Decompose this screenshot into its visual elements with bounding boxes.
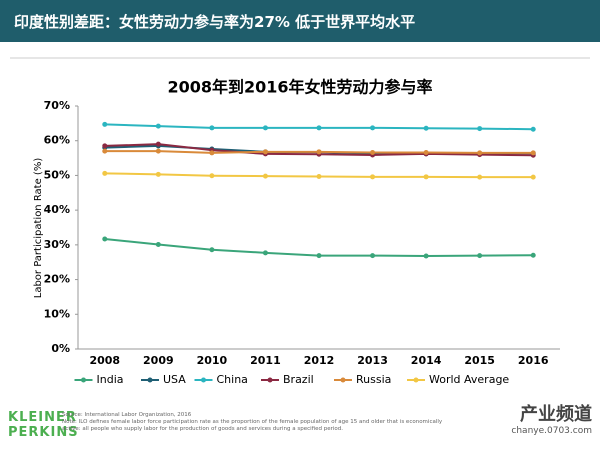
legend-dot <box>413 377 419 383</box>
point <box>370 174 376 180</box>
point <box>209 125 215 131</box>
note: Note: ILO defines female labor force par… <box>62 419 443 432</box>
point <box>155 141 161 147</box>
point <box>102 121 108 127</box>
x-tick-label: 2016 <box>518 354 549 367</box>
point <box>102 170 108 176</box>
point <box>423 125 429 131</box>
point <box>530 150 536 156</box>
watermark-name: 产业频道 <box>520 404 592 425</box>
point <box>530 126 536 132</box>
x-tick-label: 2015 <box>464 354 495 367</box>
y-tick-label: 70% <box>44 99 70 112</box>
x-tick-label: 2010 <box>197 354 228 367</box>
chart: 2008年到2016年女性劳动力参与率 Labor Participation … <box>10 57 590 386</box>
x-tick-label: 2013 <box>357 354 388 367</box>
legend-label: Russia <box>356 373 391 386</box>
y-tick-label: 30% <box>44 238 70 251</box>
point <box>155 123 161 129</box>
point <box>262 125 268 131</box>
point <box>262 149 268 155</box>
legend-label: China <box>217 373 248 386</box>
watermark: 产业频道 chanye.0703.com <box>511 400 592 436</box>
point <box>155 148 161 154</box>
x-tick-label: 2011 <box>250 354 281 367</box>
legend-dot <box>340 377 346 383</box>
legend-dot <box>267 377 273 383</box>
legend-label: Brazil <box>283 373 314 386</box>
point <box>209 150 215 156</box>
legend-dot <box>147 377 153 383</box>
x-tick-label: 2008 <box>89 354 120 367</box>
legend-label: World Average <box>429 373 509 386</box>
y-tick-label: 10% <box>44 307 70 320</box>
point <box>423 253 429 259</box>
y-tick-label: 60% <box>44 134 70 147</box>
legend-label: USA <box>163 373 186 386</box>
point <box>155 171 161 177</box>
point <box>423 150 429 156</box>
point <box>102 236 108 242</box>
point <box>530 252 536 258</box>
y-tick-label: 40% <box>44 203 70 216</box>
y-axis-label: Labor Participation Rate (%) <box>33 158 44 299</box>
y-tick-label: 0% <box>51 342 70 355</box>
legend-dot <box>81 377 86 383</box>
point <box>209 247 215 253</box>
legend-label: India <box>97 373 124 386</box>
point <box>530 174 536 180</box>
y-tick-label: 50% <box>44 168 70 181</box>
point <box>370 150 376 156</box>
point <box>370 253 376 259</box>
point <box>209 173 215 179</box>
point <box>316 253 322 259</box>
source-note: Source: International Labor Organization… <box>62 412 462 433</box>
point <box>102 148 108 154</box>
chart-title: 2008年到2016年女性劳动力参与率 <box>167 78 432 97</box>
watermark-url: chanye.0703.com <box>511 426 592 436</box>
point <box>316 149 322 155</box>
source: Source: International Labor Organization… <box>62 412 192 418</box>
point <box>262 250 268 256</box>
header-bar: 印度性别差距：女性劳动力参与率为27% 低于世界平均水平 <box>0 0 600 42</box>
point <box>370 125 376 131</box>
point <box>155 242 161 248</box>
point <box>102 143 108 149</box>
x-tick-label: 2012 <box>304 354 335 367</box>
point <box>262 173 268 179</box>
point <box>477 150 483 156</box>
point <box>477 174 483 180</box>
point <box>423 174 429 180</box>
y-tick-label: 20% <box>44 273 70 286</box>
legend-dot <box>201 377 206 383</box>
x-tick-label: 2014 <box>411 354 442 367</box>
logo-line: PERKINS <box>8 425 79 440</box>
point <box>316 125 322 131</box>
logo: KLEINER PERKINS <box>8 410 79 440</box>
point <box>477 126 483 132</box>
point <box>477 253 483 259</box>
point <box>316 173 322 179</box>
x-tick-label: 2009 <box>143 354 174 367</box>
logo-line: KLEINER <box>8 410 77 425</box>
header-title: 印度性别差距：女性劳动力参与率为27% 低于世界平均水平 <box>14 13 416 31</box>
